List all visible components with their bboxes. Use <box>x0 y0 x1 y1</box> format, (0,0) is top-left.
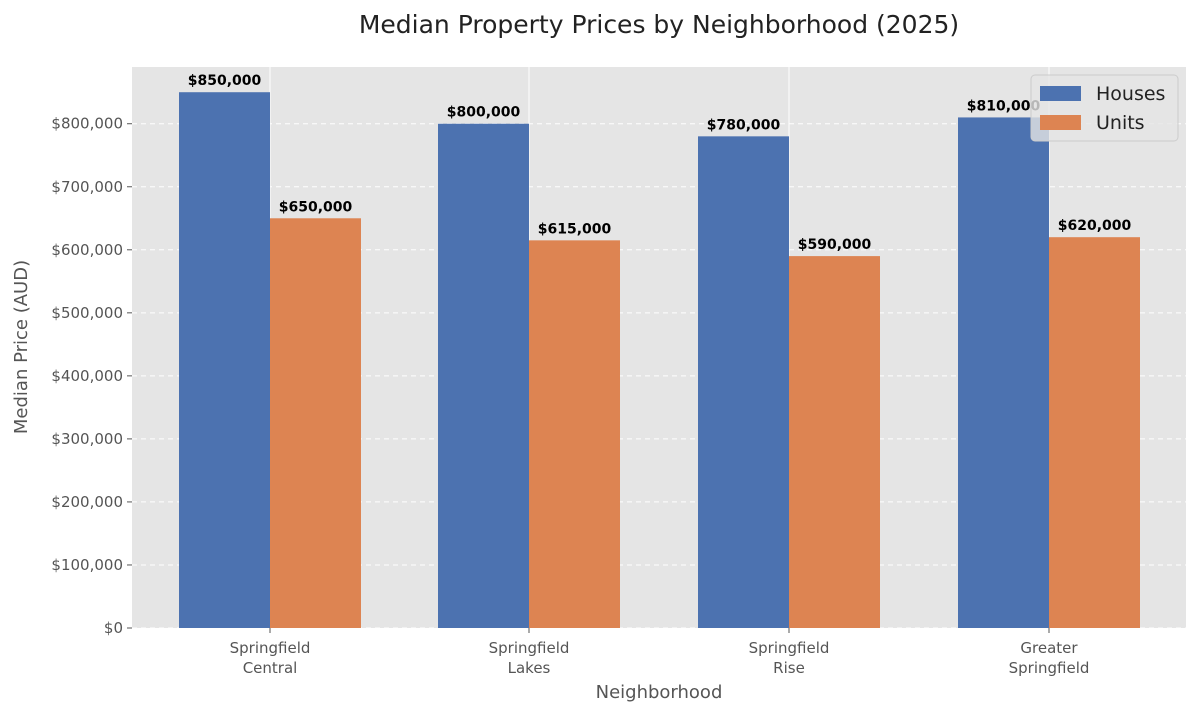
bar-value-label: $650,000 <box>279 199 353 215</box>
x-tick-label: Springfield <box>489 639 570 657</box>
y-tick-label: $0 <box>104 619 123 637</box>
legend-swatch-units <box>1040 115 1081 130</box>
legend: Houses Units <box>1030 74 1179 142</box>
y-tick-label: $600,000 <box>51 241 123 259</box>
bar-value-label: $810,000 <box>967 98 1041 114</box>
bar-houses <box>179 92 270 628</box>
bar-value-label: $800,000 <box>447 105 521 121</box>
bar-units <box>789 256 880 628</box>
bar-value-label: $620,000 <box>1058 218 1132 234</box>
bar-units <box>270 218 361 629</box>
x-tick-label: Springfield <box>749 639 830 657</box>
bar-houses <box>698 136 789 628</box>
x-tick-label: Greater <box>1020 639 1078 657</box>
x-axis: Springfield Central Springfield Lakes Spring… <box>230 628 1090 677</box>
y-tick-label: $300,000 <box>51 430 123 448</box>
y-tick-label: $100,000 <box>51 556 123 574</box>
bar-houses <box>438 123 529 628</box>
bar-houses <box>958 117 1049 628</box>
bar-value-label: $850,000 <box>188 73 262 89</box>
y-tick-label: $500,000 <box>51 304 123 322</box>
bar-value-label: $615,000 <box>538 221 612 237</box>
y-axis-title: Median Price (AUD) <box>11 260 32 434</box>
legend-swatch-houses <box>1040 86 1081 101</box>
bar-units <box>529 240 620 628</box>
chart-title: Median Property Prices by Neighborhood (… <box>359 10 959 39</box>
x-tick-label: Springfield <box>1009 659 1090 677</box>
legend-label-units: Units <box>1096 112 1145 134</box>
legend-label-houses: Houses <box>1096 83 1165 105</box>
x-tick-label: Central <box>243 659 298 677</box>
bar-value-label: $780,000 <box>707 117 781 133</box>
x-tick-label: Springfield <box>230 639 311 657</box>
bar-units <box>1049 237 1140 628</box>
y-tick-label: $700,000 <box>51 178 123 196</box>
y-tick-label: $400,000 <box>51 367 123 385</box>
bars-layer <box>179 92 1140 629</box>
x-tick-label: Rise <box>773 659 805 677</box>
bar-labels-layer: $850,000 $800,000 $780,000 $810,000 $650,000… <box>188 73 1132 253</box>
x-axis-title: Neighborhood <box>596 682 723 703</box>
y-tick-label: $200,000 <box>51 493 123 511</box>
y-tick-label: $800,000 <box>51 115 123 133</box>
x-tick-label: Lakes <box>508 659 551 677</box>
bar-value-label: $590,000 <box>798 237 872 253</box>
y-axis: $0 $100,000 $200,000 $300,000 $400,000 $500,0… <box>51 115 132 637</box>
